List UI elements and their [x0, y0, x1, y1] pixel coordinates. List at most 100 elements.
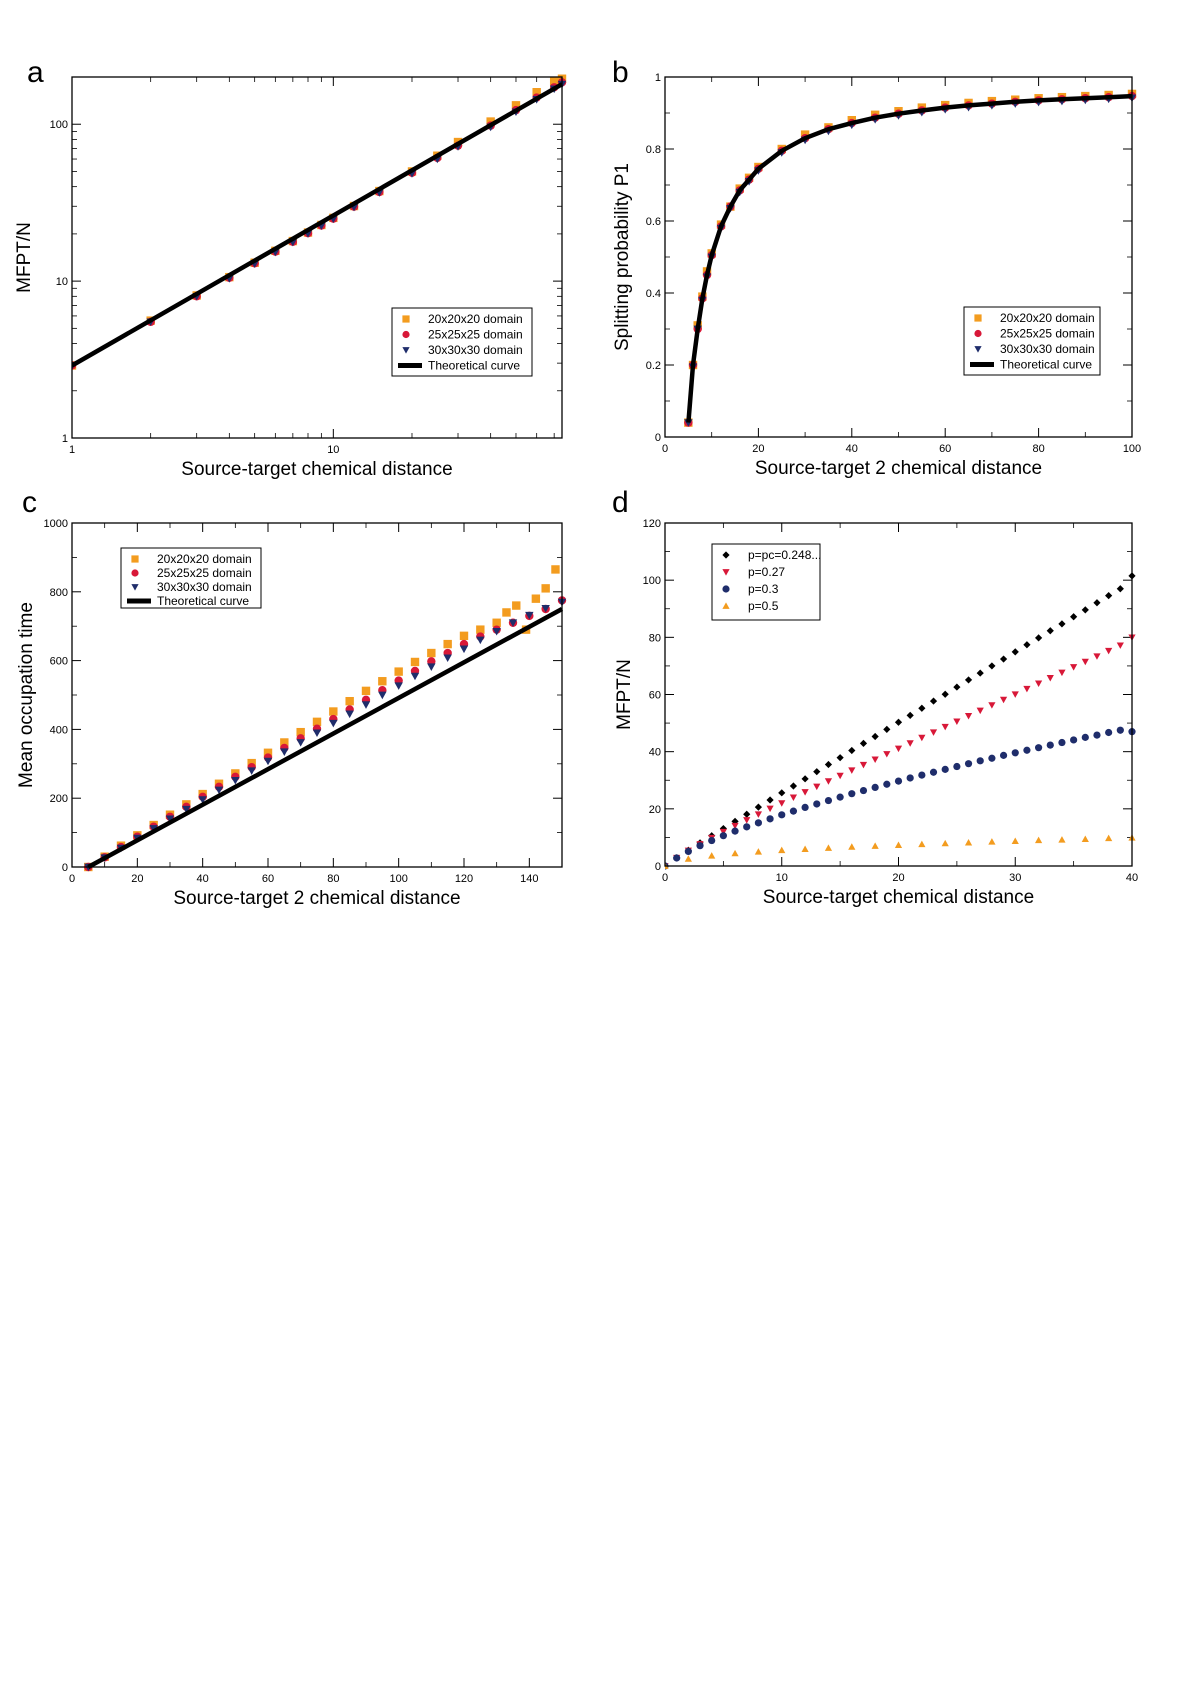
data-point [859, 786, 868, 795]
data-point [296, 727, 305, 737]
data-point [964, 838, 973, 846]
data-point [918, 840, 926, 848]
legend-marker [402, 330, 410, 339]
legend-marker [722, 569, 730, 576]
y-tick-label: 400 [50, 724, 68, 736]
legend-box [711, 543, 821, 621]
data-point [813, 783, 821, 791]
data-point [789, 807, 798, 815]
data-point [824, 760, 833, 769]
data-point [476, 636, 485, 645]
legend-label: 25x25x25 domain [1000, 327, 1095, 341]
data-point [988, 754, 996, 762]
series-p-0-5 [665, 834, 1136, 869]
x-tick-label: 80 [327, 873, 339, 885]
data-point [953, 718, 961, 725]
data-point [1035, 634, 1043, 642]
data-point [427, 657, 436, 666]
data-point [525, 611, 534, 620]
panel-b: b 0 20 40 60 80 100 0 0.2 0.4 0.6 0.8 1 Source-target… [612, 56, 1141, 479]
data-point [345, 710, 354, 719]
data-point [508, 619, 518, 627]
data-point [1081, 835, 1089, 843]
legend-marker [722, 551, 730, 559]
legend-label: 30x30x30 domain [157, 580, 252, 594]
y-tick-label: 0 [655, 861, 661, 873]
legend-label: Theoretical curve [157, 594, 249, 608]
data-point [476, 625, 485, 634]
data-point [929, 729, 938, 736]
ticks: 0 20 40 60 80 100 120 140 0 200 400 600 800 1000 [44, 518, 562, 885]
x-tick-label: 1 [69, 444, 75, 456]
data-point [859, 739, 868, 747]
data-point [789, 794, 798, 801]
data-point [312, 729, 322, 738]
data-point [836, 793, 844, 801]
x-axis-label: Source-target 2 chemical distance [173, 888, 460, 909]
legend-box [120, 547, 262, 609]
data-point [378, 691, 387, 700]
ticks: 1 10 1 10 100 [50, 76, 562, 456]
data-point [964, 713, 973, 720]
data-point [778, 800, 786, 807]
data-point [1070, 664, 1078, 671]
legend-label: p=0.27 [748, 565, 785, 579]
x-tick-label: 40 [197, 873, 209, 885]
data-point [443, 654, 452, 663]
data-point [789, 782, 798, 790]
x-tick-label: 10 [327, 444, 339, 456]
data-point [1035, 744, 1043, 752]
legend-box [963, 306, 1101, 376]
x-tick-label: 20 [892, 872, 904, 884]
data-point [766, 796, 774, 804]
data-point [511, 101, 521, 110]
data-point [918, 734, 926, 742]
data-point [231, 776, 240, 785]
data-point [1035, 680, 1043, 687]
plot-frame [71, 76, 563, 439]
x-tick-label: 0 [69, 873, 75, 885]
data-point [1105, 728, 1113, 737]
data-point [988, 838, 996, 845]
data-point [1105, 647, 1113, 655]
legend-marker [722, 585, 730, 593]
data-point [801, 845, 809, 853]
data-point [743, 810, 751, 818]
data-point [918, 771, 926, 779]
x-tick-label: 10 [776, 872, 788, 884]
x-tick-label: 40 [1126, 872, 1138, 884]
data-point [976, 669, 984, 677]
series-p-0-27 [665, 634, 1136, 870]
data-point [532, 88, 541, 97]
data-point [731, 849, 739, 857]
data-point [263, 757, 273, 766]
y-tick-label: 100 [50, 119, 68, 131]
data-point [198, 796, 207, 804]
data-point [883, 751, 891, 758]
data-point [1058, 836, 1066, 843]
data-point [801, 775, 809, 783]
data-point [953, 683, 961, 691]
legend-marker [974, 329, 982, 338]
data-point [1011, 837, 1019, 845]
data-point [976, 757, 984, 765]
panel-letter: b [612, 56, 629, 89]
panel-c: c 0 20 40 60 80 100 120 140 0 200 400 600 800 1000 Sour… [16, 486, 567, 909]
data-point [731, 817, 739, 826]
data-point [894, 777, 903, 785]
y-axis-label: Mean occupation time [16, 602, 37, 788]
x-tick-label: 60 [262, 873, 274, 885]
legend-label: 20x20x20 domain [1000, 311, 1095, 325]
series-30x30x30-domain [84, 598, 567, 872]
y-tick-label: 0.6 [646, 216, 661, 228]
x-tick-label: 120 [455, 873, 473, 885]
data-point [953, 762, 961, 771]
x-axis-label: Source-target chemical distance [181, 459, 452, 480]
theoretical-curve-line [87, 607, 564, 869]
y-tick-label: 1 [655, 72, 661, 84]
y-tick-label: 20 [649, 804, 661, 816]
data-point [1058, 669, 1066, 677]
data-point [1023, 685, 1031, 693]
legend-label: 20x20x20 domain [428, 312, 523, 326]
